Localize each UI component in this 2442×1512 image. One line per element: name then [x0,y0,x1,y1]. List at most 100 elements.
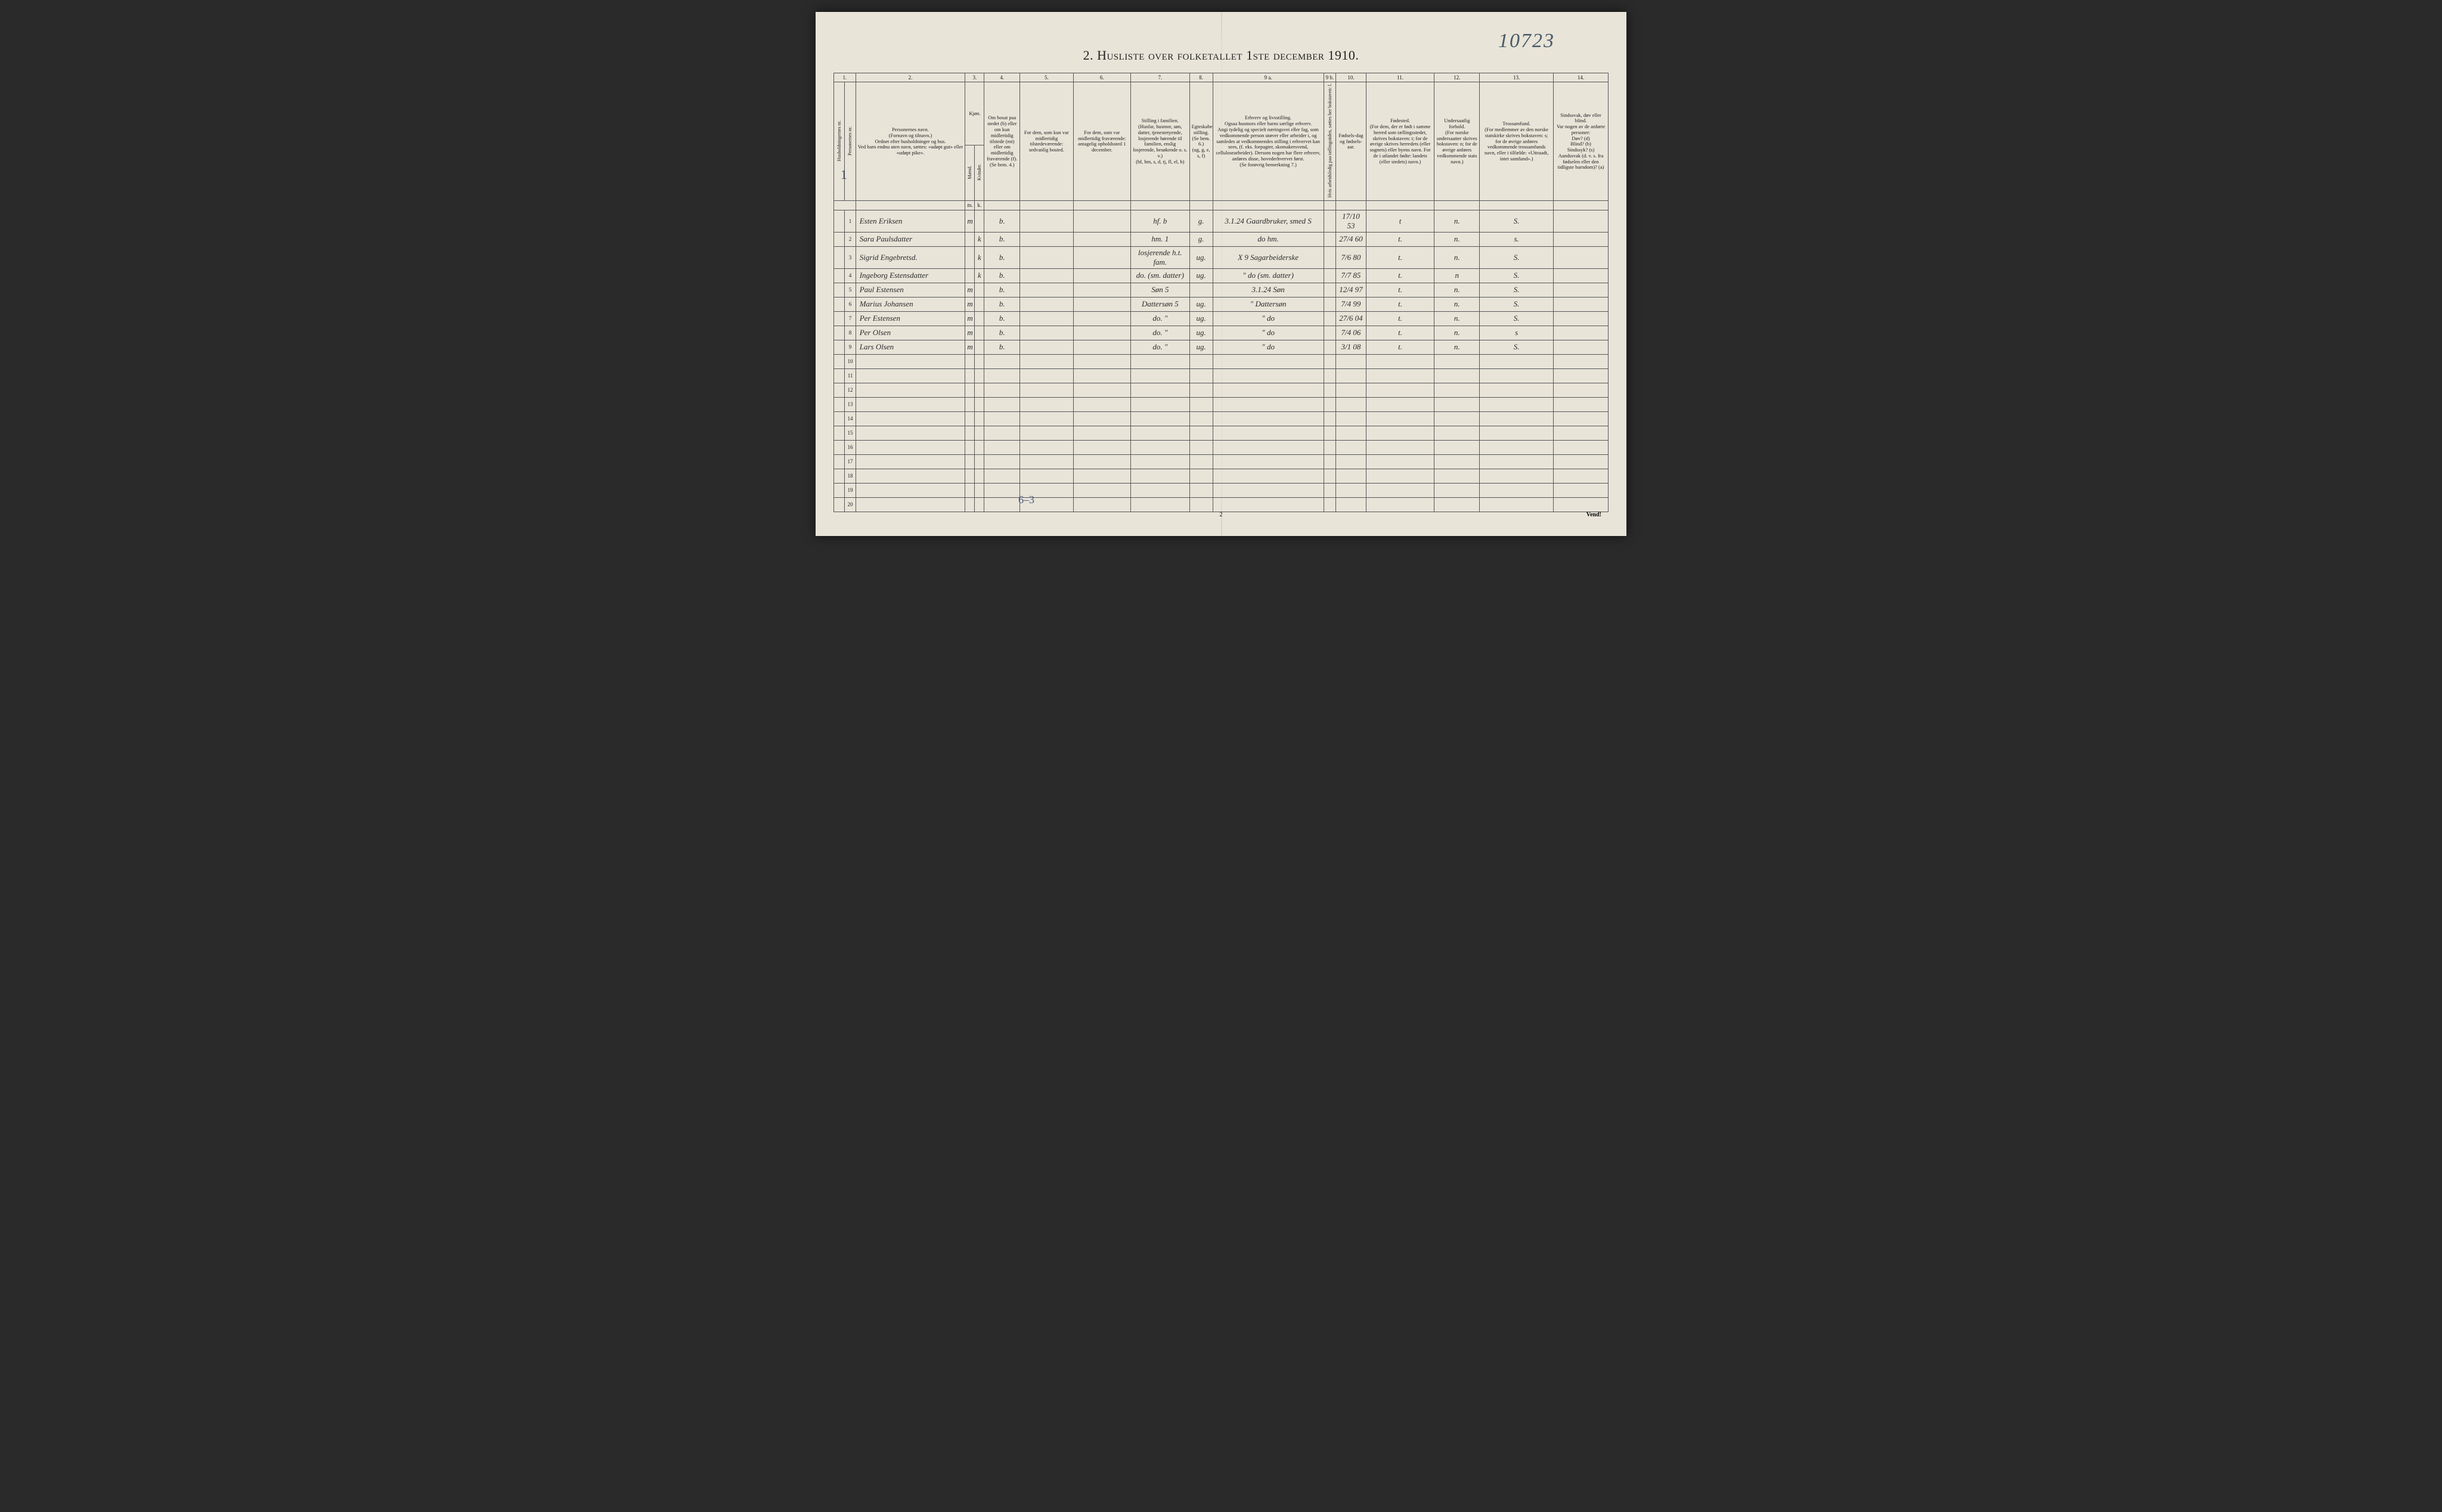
cell-household-nr [834,426,845,440]
cell [1213,368,1324,383]
cell [1366,354,1434,368]
cell-person-nr: 8 [845,326,856,340]
cell [1554,397,1609,411]
cell: g. [1189,232,1213,246]
cell [1336,454,1366,469]
col-unemployed: Hvis arbeidsledig paa tællingstiden, sæt… [1324,82,1336,201]
mk-k: k. [975,201,984,210]
cell [1130,440,1189,454]
cell [1554,483,1609,497]
cell [1366,440,1434,454]
cell [1073,383,1130,397]
table-row: 17 [834,454,1609,469]
cell: S. [1480,268,1554,283]
cell [1020,440,1074,454]
cell: n. [1434,297,1480,311]
cell [1073,368,1130,383]
cell-person-nr: 5 [845,283,856,297]
cell-name [856,354,965,368]
cell [1324,283,1336,297]
cell [975,411,984,426]
cell: n. [1434,311,1480,326]
col-marital: Egteskabelig stilling. (Se bem. 6.) (ug,… [1189,82,1213,201]
cell [1324,440,1336,454]
cell [1073,311,1130,326]
cell: 3.1.24 Gaardbruker, smed S [1213,210,1324,232]
cell [1213,469,1324,483]
cell [1073,354,1130,368]
cell [984,426,1020,440]
cell [1480,440,1554,454]
cell [1434,497,1480,512]
cell-household-nr [834,297,845,311]
cell-person-nr: 16 [845,440,856,454]
cell: " do [1213,326,1324,340]
cell [975,426,984,440]
cell [1073,483,1130,497]
cell: m [965,297,975,311]
cell-person-nr: 17 [845,454,856,469]
cell [1189,368,1213,383]
cell [1189,354,1213,368]
cell-name [856,368,965,383]
cell: s. [1480,232,1554,246]
cell [1324,426,1336,440]
cell [1434,411,1480,426]
cell [1554,326,1609,340]
cell [1554,440,1609,454]
cell [1366,454,1434,469]
cell [1554,368,1609,383]
cell [975,497,984,512]
cell [1213,383,1324,397]
cell: do. " [1130,340,1189,354]
table-row: 1Esten Eriksenmb.hf. bg.3.1.24 Gaardbruk… [834,210,1609,232]
handwritten-bottom-note: 6–3 [1018,494,1034,506]
colnum-14: 14. [1554,73,1609,82]
cell [1554,426,1609,440]
cell: do. " [1130,326,1189,340]
cell: b. [984,297,1020,311]
cell: 3/1 08 [1336,340,1366,354]
cell [1020,283,1074,297]
table-row: 8Per Olsenmb.do. "ug." do7/4 06t.n.s [834,326,1609,340]
cell [1554,246,1609,268]
cell [975,440,984,454]
cell [1073,440,1130,454]
cell: 17/10 53 [1336,210,1366,232]
cell: b. [984,283,1020,297]
col-person-nr: Personernes nr. [845,82,856,201]
cell: b. [984,311,1020,326]
cell [1324,340,1336,354]
cell: k [975,232,984,246]
table-row: 11 [834,368,1609,383]
cell [984,411,1020,426]
census-page: 10723 2. Husliste over folketallet 1ste … [816,12,1626,536]
cell [1020,232,1074,246]
cell [1020,210,1074,232]
cell [1336,483,1366,497]
cell [1189,426,1213,440]
census-table: 1. 2. 3. 4. 5. 6. 7. 8. 9 a. 9 b. 10. 11… [833,73,1609,512]
cell [1073,268,1130,283]
cell [1336,426,1366,440]
colnum-2: 2. [856,73,965,82]
cell [1324,469,1336,483]
cell: 3.1.24 Søn [1213,283,1324,297]
cell [1336,368,1366,383]
cell-household-nr [834,354,845,368]
table-row: 3Sigrid Engebretsd.kb.losjerende h.t. fa… [834,246,1609,268]
cell: do. " [1130,311,1189,326]
cell [1554,497,1609,512]
cell [965,411,975,426]
colnum-9b: 9 b. [1324,73,1336,82]
cell [965,426,975,440]
cell [1213,440,1324,454]
cell-name [856,426,965,440]
cell [1554,354,1609,368]
cell: b. [984,326,1020,340]
col-occupation: Erhverv og livsstilling. Ogsaa husmors e… [1213,82,1324,201]
cell-household-nr [834,311,845,326]
cell: ug. [1189,246,1213,268]
cell [1324,354,1336,368]
cell [1130,397,1189,411]
